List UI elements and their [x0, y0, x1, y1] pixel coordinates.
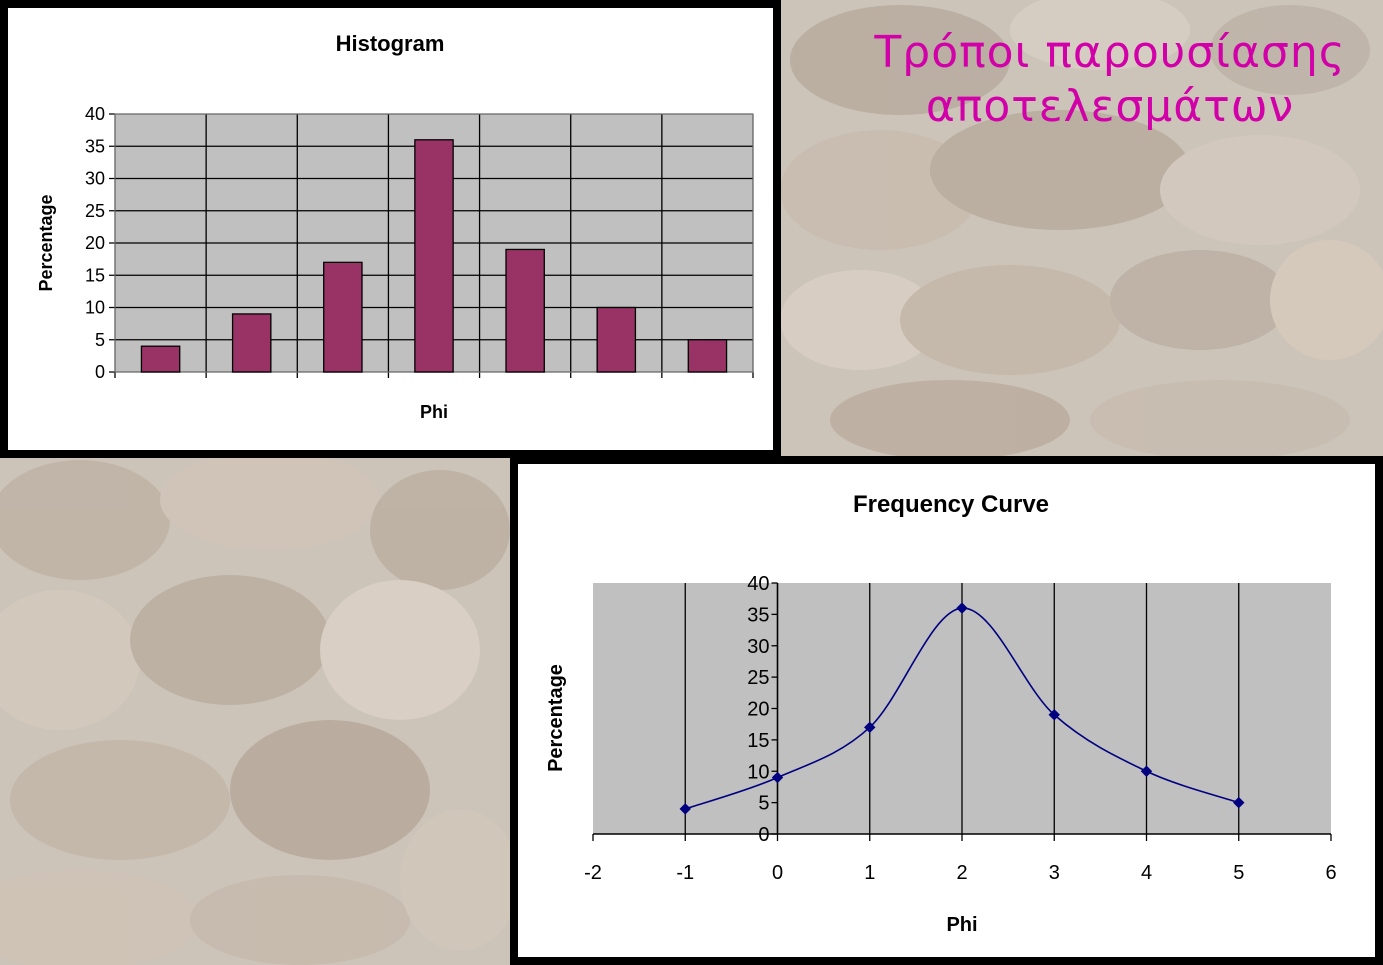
- frequency-curve-data-point: [864, 721, 876, 734]
- histogram-bar: [687, 339, 728, 373]
- histogram-y-tick-label: 20: [85, 233, 105, 253]
- frequency-curve-title: Frequency Curve: [853, 491, 1049, 518]
- frequency-curve-data-point: [1233, 796, 1245, 809]
- frequency-curve-chart-panel: Frequency Curve 0 5 10 15 20 25 30 35 40 -2 -1 0 1 2…: [510, 456, 1383, 965]
- frequency-curve-x-tick-label: 3: [1049, 862, 1060, 884]
- frequency-curve-y-tick-label: 5: [758, 793, 769, 815]
- frequency-curve-x-tick-label: 6: [1325, 862, 1336, 884]
- frequency-curve-x-tick-label: 4: [1141, 862, 1152, 884]
- frequency-curve-data-point: [1048, 709, 1060, 721]
- histogram-chart-panel: Histogram 0 5 10 15 20 25 30 35 40 Percentage Ph…: [0, 0, 781, 458]
- histogram-chart: Histogram 0 5 10 15 20 25 30 35 40 Percentage Ph…: [36, 31, 754, 422]
- histogram-bar: [414, 139, 454, 373]
- histogram-y-axis-label: Percentage: [36, 194, 56, 291]
- histogram-bar: [323, 261, 363, 373]
- histogram-y-tick-label: 25: [85, 201, 105, 221]
- frequency-curve-data-point: [771, 771, 784, 784]
- frequency-curve-data-point: [956, 602, 968, 614]
- histogram-y-tick-label: 35: [85, 136, 105, 156]
- histogram-bar: [596, 306, 637, 373]
- frequency-curve-y-tick-label: 35: [747, 604, 769, 626]
- frequency-curve-data-point: [1140, 765, 1153, 777]
- histogram-y-tick-label: 30: [85, 169, 105, 189]
- slide-title: Τρόποι παρουσίασης αποτελεσμάτων: [850, 26, 1370, 134]
- histogram-title: Histogram: [336, 31, 445, 56]
- frequency-curve-y-tick-label: 30: [747, 636, 769, 658]
- frequency-curve-y-tick-label: 10: [747, 761, 769, 783]
- frequency-curve-x-tick-label: 1: [864, 862, 875, 884]
- frequency-curve-x-tick-label: -1: [676, 862, 694, 884]
- histogram-y-tick-label: 5: [95, 330, 105, 350]
- histogram-y-tick-label: 10: [85, 298, 105, 318]
- frequency-curve-data-point: [679, 803, 691, 815]
- slide-title-line-2: αποτελεσμάτων: [925, 81, 1295, 132]
- frequency-curve-y-tick-label: 0: [758, 824, 769, 846]
- frequency-curve-x-tick-label: 2: [956, 862, 967, 884]
- frequency-curve-x-tick-label: -2: [584, 862, 602, 884]
- histogram-bar: [140, 345, 181, 373]
- histogram-y-tick-label: 15: [85, 265, 105, 285]
- frequency-curve-y-axis-label: Percentage: [545, 664, 567, 772]
- slide-title-line-1: Τρόποι παρουσίασης: [874, 27, 1346, 78]
- frequency-curve-x-axis-label: Phi: [946, 914, 977, 936]
- frequency-curve-x-tick-label: 5: [1233, 862, 1244, 884]
- histogram-bar: [505, 248, 545, 373]
- frequency-curve-y-tick-label: 40: [747, 573, 769, 595]
- frequency-curve-y-tick-label: 15: [747, 730, 769, 752]
- frequency-curve-y-tick-label: 25: [747, 667, 769, 689]
- histogram-x-axis-label: Phi: [420, 402, 448, 422]
- histogram-bar: [231, 313, 272, 373]
- frequency-curve-y-tick-label: 20: [747, 699, 769, 721]
- frequency-curve-x-tick-label: 0: [772, 862, 783, 884]
- histogram-y-tick-label: 0: [95, 362, 105, 382]
- histogram-y-tick-label: 40: [85, 104, 105, 124]
